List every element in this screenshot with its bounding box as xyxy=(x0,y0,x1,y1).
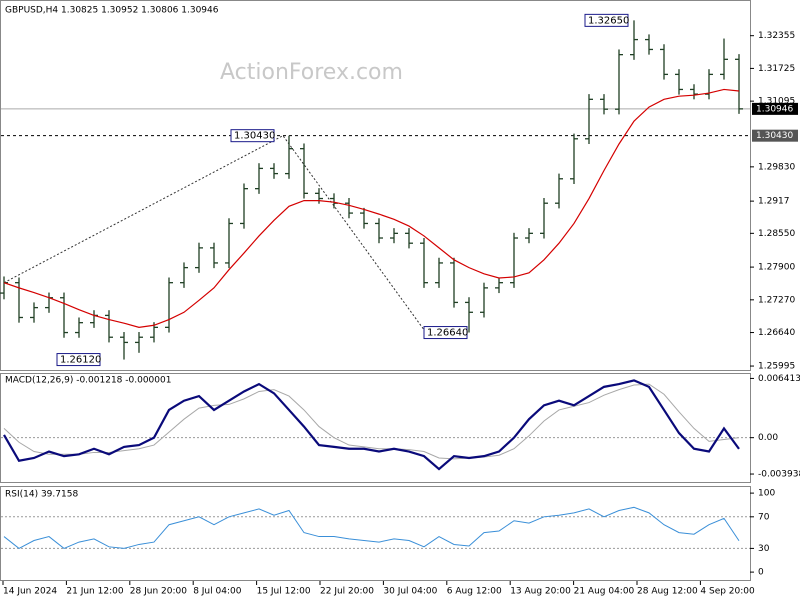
annotation: 1.32650 xyxy=(588,15,629,26)
y-tick-label: -0.003938 xyxy=(758,470,800,480)
x-tick-label: 6 Aug 12:00 xyxy=(447,587,502,597)
x-tick-label: 21 Aug 04:00 xyxy=(574,587,635,597)
macd-panel-frame xyxy=(0,373,751,483)
price-panel-frame xyxy=(0,0,751,371)
y-tick-label: 0.006413 xyxy=(758,374,800,384)
y-tick-label: 1.32355 xyxy=(758,31,795,41)
y-tick-label: 1.31725 xyxy=(758,64,795,74)
rsi-panel-frame xyxy=(0,486,751,581)
y-tick-label: 0 xyxy=(758,568,764,578)
price-label: 1.30946 xyxy=(756,104,793,114)
y-tick-label: 1.2917 xyxy=(758,197,790,207)
macd-title: MACD(12,26,9) -0.001218 -0.000001 xyxy=(5,376,171,386)
annotation-box xyxy=(230,129,275,143)
y-tick-label: 1.29830 xyxy=(758,162,795,172)
price-label-box xyxy=(752,102,798,115)
signal-line xyxy=(3,383,740,460)
x-tick-label: 14 Jun 2024 xyxy=(3,587,57,597)
y-tick-label: 1.28550 xyxy=(758,229,795,239)
watermark: ActionForex.com xyxy=(220,60,403,85)
y-tick-label: 1.26640 xyxy=(758,328,795,338)
chart-title: GBPUSD,H4 1.30825 1.30952 1.30806 1.3094… xyxy=(5,6,219,16)
x-tick-label: 28 Jun 20:00 xyxy=(130,587,187,597)
x-tick-label: 15 Jul 12:00 xyxy=(257,587,311,597)
x-tick-label: 4 Sep 20:00 xyxy=(700,587,755,597)
macd-line xyxy=(3,379,740,471)
rsi-title: RSI(14) 39.7158 xyxy=(5,490,78,500)
y-tick-label: 70 xyxy=(758,512,770,522)
y-tick-label: 30 xyxy=(758,544,770,554)
price-label: 1.30430 xyxy=(756,131,793,141)
annotation: 1.26640 xyxy=(427,328,468,339)
price-label-box xyxy=(752,129,798,142)
x-tick-label: 22 Jul 20:00 xyxy=(320,587,374,597)
y-tick-label: 1.31095 xyxy=(758,97,795,107)
moving-average xyxy=(3,88,740,328)
y-tick-label: 1.27900 xyxy=(758,263,795,273)
annotation-box xyxy=(423,326,468,340)
annotation-box xyxy=(584,13,629,27)
rsi-line xyxy=(3,506,740,549)
y-tick-label: 0.00 xyxy=(758,433,778,443)
y-tick-label: 1.25995 xyxy=(758,362,795,372)
x-tick-label: 8 Jul 04:00 xyxy=(193,587,242,597)
annotation: 1.30430 xyxy=(234,131,275,142)
x-tick-label: 28 Aug 12:00 xyxy=(637,587,698,597)
annotation: 1.26120 xyxy=(60,355,101,366)
trend-line xyxy=(3,135,427,333)
annotation-box xyxy=(56,353,101,367)
y-tick-label: 100 xyxy=(758,489,775,499)
x-tick-label: 30 Jul 04:00 xyxy=(383,587,437,597)
y-tick-label: 1.27270 xyxy=(758,295,795,305)
x-tick-label: 13 Aug 20:00 xyxy=(510,587,571,597)
x-tick-label: 21 Jun 12:00 xyxy=(66,587,123,597)
